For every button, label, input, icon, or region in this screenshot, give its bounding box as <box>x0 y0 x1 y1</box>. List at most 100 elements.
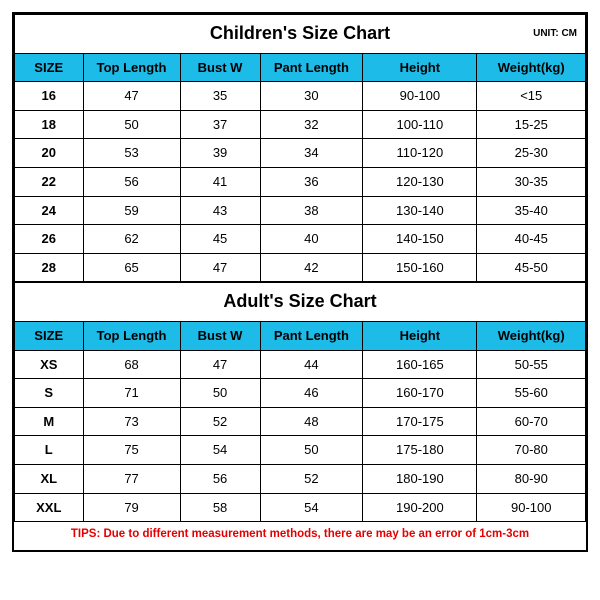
table-cell: 170-175 <box>363 407 477 436</box>
table-cell: 62 <box>83 225 180 254</box>
table-cell: 32 <box>260 110 363 139</box>
table-cell: 68 <box>83 350 180 379</box>
table-cell: 48 <box>260 407 363 436</box>
table-cell: 45-50 <box>477 253 586 282</box>
table-row: 26624540140-15040-45 <box>15 225 586 254</box>
table-cell: 47 <box>180 350 260 379</box>
table-row: XS684744160-16550-55 <box>15 350 586 379</box>
table-cell: 50-55 <box>477 350 586 379</box>
table-cell: 34 <box>260 139 363 168</box>
table-cell: 45 <box>180 225 260 254</box>
children-body: 1647353090-100<1518503732100-11015-25205… <box>15 82 586 282</box>
table-cell: 37 <box>180 110 260 139</box>
table-cell: 150-160 <box>363 253 477 282</box>
table-cell: 71 <box>83 379 180 408</box>
table-cell: 24 <box>15 196 84 225</box>
table-cell: 36 <box>260 167 363 196</box>
table-cell: 80-90 <box>477 464 586 493</box>
table-cell: 90-100 <box>477 493 586 522</box>
table-cell: 25-30 <box>477 139 586 168</box>
table-cell: 42 <box>260 253 363 282</box>
table-cell: 52 <box>260 464 363 493</box>
table-cell: S <box>15 379 84 408</box>
table-cell: L <box>15 436 84 465</box>
table-cell: 38 <box>260 196 363 225</box>
table-row: 24594338130-14035-40 <box>15 196 586 225</box>
table-cell: 79 <box>83 493 180 522</box>
table-cell: 46 <box>260 379 363 408</box>
chart-frame: Children's Size Chart UNIT: CM SIZETop L… <box>12 12 588 552</box>
table-cell: 15-25 <box>477 110 586 139</box>
table-cell: 130-140 <box>363 196 477 225</box>
column-header: Height <box>363 53 477 82</box>
children-title-row: Children's Size Chart UNIT: CM <box>15 15 586 54</box>
table-cell: 47 <box>83 82 180 111</box>
table-cell: 40-45 <box>477 225 586 254</box>
table-cell: 53 <box>83 139 180 168</box>
table-cell: 190-200 <box>363 493 477 522</box>
table-cell: 73 <box>83 407 180 436</box>
table-cell: M <box>15 407 84 436</box>
table-cell: 47 <box>180 253 260 282</box>
column-header: Bust W <box>180 53 260 82</box>
adult-title: Adult's Size Chart <box>223 291 376 311</box>
table-row: 18503732100-11015-25 <box>15 110 586 139</box>
table-cell: 50 <box>180 379 260 408</box>
adult-size-table: Adult's Size Chart SIZETop LengthBust WP… <box>14 282 586 522</box>
table-cell: 18 <box>15 110 84 139</box>
table-cell: 90-100 <box>363 82 477 111</box>
table-cell: XL <box>15 464 84 493</box>
table-cell: 35 <box>180 82 260 111</box>
table-row: XL775652180-19080-90 <box>15 464 586 493</box>
table-cell: 50 <box>260 436 363 465</box>
table-cell: 44 <box>260 350 363 379</box>
column-header: Pant Length <box>260 321 363 350</box>
table-cell: 77 <box>83 464 180 493</box>
column-header: Top Length <box>83 321 180 350</box>
children-title: Children's Size Chart <box>210 23 390 43</box>
table-cell: 120-130 <box>363 167 477 196</box>
adult-title-row: Adult's Size Chart <box>15 283 586 322</box>
table-cell: 54 <box>180 436 260 465</box>
table-cell: 28 <box>15 253 84 282</box>
table-row: M735248170-17560-70 <box>15 407 586 436</box>
table-cell: 160-165 <box>363 350 477 379</box>
table-cell: 75 <box>83 436 180 465</box>
column-header: SIZE <box>15 321 84 350</box>
table-cell: 160-170 <box>363 379 477 408</box>
table-cell: 58 <box>180 493 260 522</box>
table-cell: 100-110 <box>363 110 477 139</box>
column-header: Weight(kg) <box>477 53 586 82</box>
column-header: SIZE <box>15 53 84 82</box>
tips-text: TIPS: Due to different measurement metho… <box>14 522 586 550</box>
table-row: 20533934110-12025-30 <box>15 139 586 168</box>
page-container: Children's Size Chart UNIT: CM SIZETop L… <box>0 0 600 600</box>
table-cell: 55-60 <box>477 379 586 408</box>
table-row: S715046160-17055-60 <box>15 379 586 408</box>
adult-body: XS684744160-16550-55S715046160-17055-60M… <box>15 350 586 522</box>
table-cell: 59 <box>83 196 180 225</box>
table-cell: 140-150 <box>363 225 477 254</box>
table-cell: 56 <box>180 464 260 493</box>
table-cell: 30 <box>260 82 363 111</box>
table-cell: 30-35 <box>477 167 586 196</box>
table-cell: 52 <box>180 407 260 436</box>
table-cell: 16 <box>15 82 84 111</box>
table-cell: 65 <box>83 253 180 282</box>
table-row: L755450175-18070-80 <box>15 436 586 465</box>
unit-label: UNIT: CM <box>533 28 577 40</box>
table-cell: 175-180 <box>363 436 477 465</box>
table-cell: XXL <box>15 493 84 522</box>
table-row: XXL795854190-20090-100 <box>15 493 586 522</box>
table-cell: 70-80 <box>477 436 586 465</box>
table-cell: 180-190 <box>363 464 477 493</box>
table-cell: 26 <box>15 225 84 254</box>
table-cell: 41 <box>180 167 260 196</box>
children-size-table: Children's Size Chart UNIT: CM SIZETop L… <box>14 14 586 282</box>
table-cell: 110-120 <box>363 139 477 168</box>
adult-title-cell: Adult's Size Chart <box>15 283 586 322</box>
table-cell: 35-40 <box>477 196 586 225</box>
table-cell: 40 <box>260 225 363 254</box>
table-cell: 50 <box>83 110 180 139</box>
table-cell: 22 <box>15 167 84 196</box>
